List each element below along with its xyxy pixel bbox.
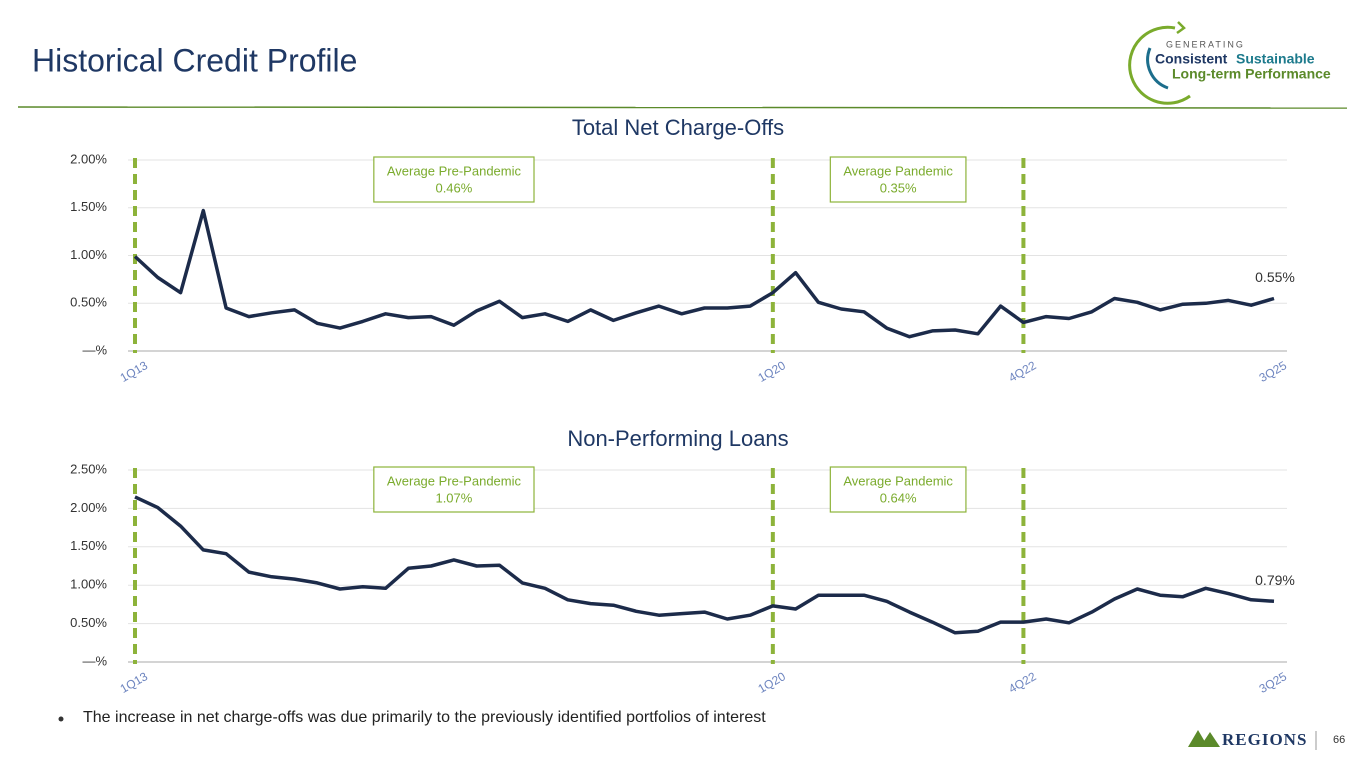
charts: Total Net Charge-Offs —% 0.50% 1.00% 1.50% 2.… xyxy=(70,115,1295,696)
value-label: 0.55% xyxy=(1255,269,1295,285)
brand-mark xyxy=(1188,730,1220,747)
y-tick-label: 0.50% xyxy=(70,615,107,630)
annotation-text: Average Pre-Pandemic xyxy=(387,473,522,488)
annotation: Average Pandemic 0.35% xyxy=(829,156,967,203)
logo-line: Long-term Performance xyxy=(1172,66,1331,82)
annotation-box xyxy=(829,466,967,513)
annotation: Average Pre-Pandemic 0.46% xyxy=(373,156,535,203)
logo: GENERATING Consistent Sustainable Long-t… xyxy=(1128,21,1331,105)
x-tick-label: 1Q20 xyxy=(756,358,789,385)
annotation: Average Pre-Pandemic 1.07% xyxy=(373,466,535,513)
y-tick-label: 1.50% xyxy=(70,199,107,214)
y-tick-label: 1.00% xyxy=(70,577,107,592)
chart-title: Non-Performing Loans xyxy=(567,426,788,451)
y-tick-label: 2.00% xyxy=(70,151,107,166)
logo-kicker: GENERATING xyxy=(1166,39,1245,49)
bullet-text: The increase in net charge-offs was due … xyxy=(83,709,766,726)
page-number: 66 xyxy=(1333,734,1345,746)
x-tick-label: 1Q13 xyxy=(118,358,151,385)
annotation-text: Average Pandemic xyxy=(843,473,953,488)
y-tick-label: —% xyxy=(82,342,107,357)
annotation-box xyxy=(373,466,535,513)
annotation-text: 0.35% xyxy=(880,180,917,195)
x-tick-label: 4Q22 xyxy=(1006,358,1039,385)
annotation-box xyxy=(373,156,535,203)
logo-arc xyxy=(1128,25,1191,105)
value-label: 0.79% xyxy=(1255,572,1295,588)
annotation: Average Pandemic 0.64% xyxy=(829,466,967,513)
y-tick-label: 2.00% xyxy=(70,500,107,515)
x-tick-label: 1Q13 xyxy=(118,669,151,696)
chart-title: Total Net Charge-Offs xyxy=(572,115,784,140)
brand-name: REGIONS xyxy=(1222,730,1307,749)
annotation-text: 1.07% xyxy=(435,490,472,505)
annotation-text: 0.64% xyxy=(880,490,917,505)
annotation-text: 0.46% xyxy=(435,180,472,195)
x-tick-label: 3Q25 xyxy=(1257,358,1290,385)
logo-word: Consistent xyxy=(1155,51,1228,67)
x-tick-label: 1Q20 xyxy=(756,669,789,696)
title-rule xyxy=(17,106,1348,109)
bullet-dot xyxy=(58,716,64,722)
x-tick-label: 3Q25 xyxy=(1257,669,1290,696)
annotation-text: Average Pandemic xyxy=(843,163,953,178)
y-tick-label: —% xyxy=(82,653,107,668)
annotation-box xyxy=(829,156,967,203)
logo-word: Sustainable xyxy=(1236,51,1315,67)
y-tick-label: 0.50% xyxy=(70,295,107,310)
logo-arrow xyxy=(1176,21,1186,35)
y-tick-label: 2.50% xyxy=(70,461,107,476)
annotation-text: Average Pre-Pandemic xyxy=(387,163,522,178)
series-line xyxy=(133,208,1275,339)
x-tick-label: 4Q22 xyxy=(1006,669,1039,696)
logo-arc-inner xyxy=(1146,47,1169,90)
y-tick-label: 1.00% xyxy=(70,247,107,262)
slide-title: Historical Credit Profile xyxy=(32,42,357,78)
y-tick-label: 1.50% xyxy=(70,538,107,553)
series-line xyxy=(134,495,1275,635)
